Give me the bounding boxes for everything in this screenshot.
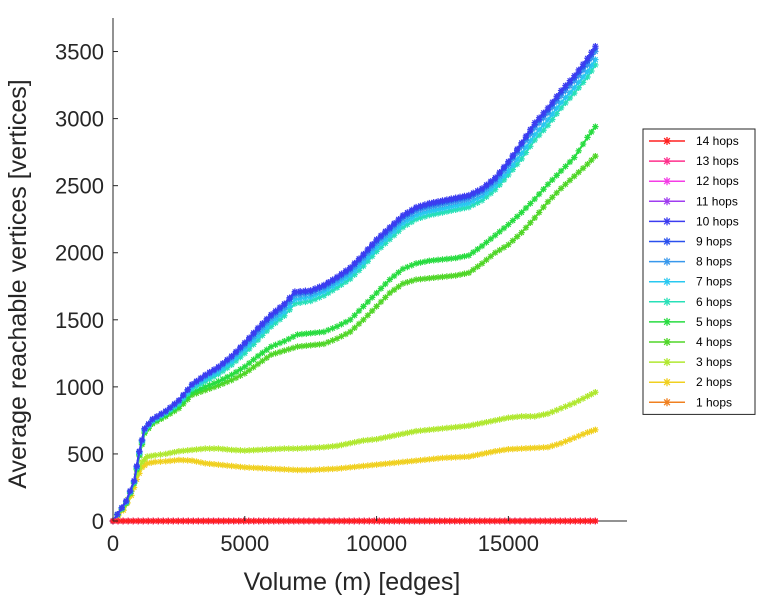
x-axis-title: Volume (m) [edges] [244, 568, 461, 596]
x-tick-label: 10000 [346, 531, 407, 556]
series-markers [109, 517, 599, 525]
legend-item: 1 hops [649, 395, 732, 409]
legend-marker [663, 237, 671, 246]
legend-label: 13 hops [696, 154, 739, 168]
legend-marker [663, 338, 671, 346]
legend-label: 3 hops [696, 355, 732, 369]
series-2-hops [109, 426, 599, 525]
legend: 14 hops 13 hops 12 hops 11 hops 10 hops 9 hop… [642, 128, 756, 415]
legend-item: 12 hops [649, 174, 739, 188]
legend-box [642, 128, 756, 415]
legend-marker [663, 378, 671, 387]
legend-marker [663, 358, 671, 367]
legend-label: 9 hops [696, 235, 732, 249]
x-tick-label: 5000 [220, 531, 269, 556]
y-tick-label: 3500 [55, 40, 104, 65]
tick-labels: 0 5000 10000 15000 0 500 1000 1500 2000 2500 3000 3… [55, 40, 539, 556]
y-axis-title: Average reachable vertices [vertices] [4, 79, 32, 488]
series-6-hops [109, 61, 599, 525]
series-10-hops [109, 42, 599, 525]
x-tick-label: 0 [107, 531, 119, 556]
legend-marker [663, 297, 671, 306]
legend-item: 14 hops [649, 134, 739, 148]
legend-marker [663, 137, 671, 145]
legend-item: 4 hops [649, 335, 732, 349]
legend-item: 2 hops [649, 375, 732, 389]
y-tick-label: 0 [92, 509, 104, 534]
series-markers [109, 61, 599, 525]
legend-label: 2 hops [696, 375, 732, 389]
legend-label: 5 hops [696, 315, 732, 329]
legend-label: 14 hops [696, 134, 739, 148]
y-tick-label: 2500 [55, 174, 104, 199]
legend-label: 6 hops [696, 295, 732, 309]
legend-item: 6 hops [649, 295, 732, 309]
legend-label: 8 hops [696, 255, 732, 269]
y-tick-label: 1500 [55, 308, 104, 333]
legend-marker [663, 177, 671, 186]
series-14-hops [109, 517, 599, 525]
legend-label: 1 hops [696, 395, 732, 409]
series-line [112, 59, 597, 522]
legend-label: 7 hops [696, 275, 732, 289]
legend-label: 4 hops [696, 335, 732, 349]
legend-label: 11 hops [696, 194, 738, 208]
y-tick-label: 500 [67, 442, 104, 467]
legend-item: 7 hops [649, 275, 732, 289]
legend-label: 12 hops [696, 174, 739, 188]
x-tick-label: 15000 [478, 531, 539, 556]
legend-item: 5 hops [649, 315, 732, 329]
legend-label: 10 hops [696, 214, 739, 228]
legend-item: 13 hops [649, 154, 739, 168]
legend-item: 8 hops [649, 255, 732, 269]
legend-marker [663, 277, 671, 286]
legend-marker [663, 157, 671, 166]
legend-marker [663, 398, 671, 407]
series-markers [109, 389, 599, 525]
y-tick-label: 3000 [55, 107, 104, 132]
legend-item: 11 hops [649, 194, 738, 208]
legend-marker [663, 217, 671, 226]
y-tick-label: 1000 [55, 375, 104, 400]
series-7-hops [109, 56, 599, 525]
series-layer [109, 42, 599, 525]
legend-marker [663, 197, 671, 206]
legend-item: 10 hops [649, 214, 739, 228]
series-line [112, 391, 596, 522]
legend-marker [663, 257, 671, 266]
legend-item: 3 hops [649, 355, 732, 369]
y-tick-label: 2000 [55, 241, 104, 266]
series-markers [109, 56, 599, 525]
series-3-hops [109, 389, 599, 525]
legend-item: 9 hops [649, 235, 732, 249]
legend-marker [663, 317, 671, 326]
